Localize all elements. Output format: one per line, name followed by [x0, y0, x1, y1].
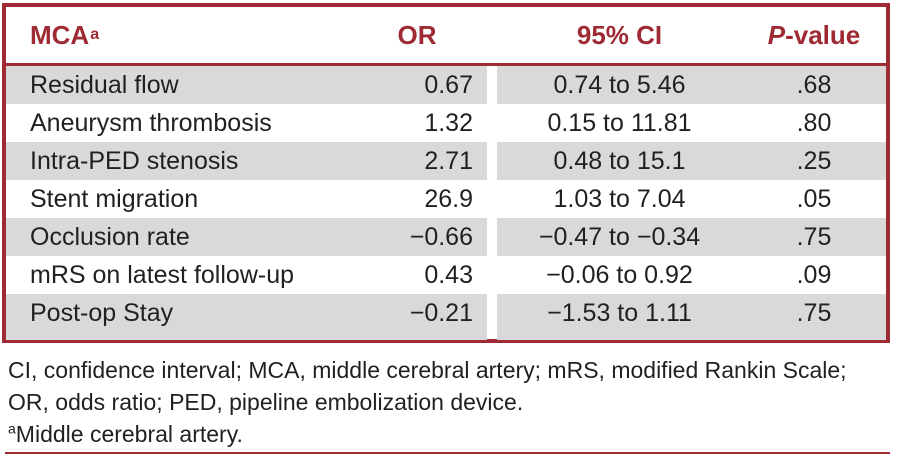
row-right-block: 1.03 to 7.04 .05 — [497, 180, 886, 218]
abbreviations-note: CI, confidence interval; MCA, middle cer… — [8, 357, 847, 415]
or-value: 1.32 — [424, 108, 473, 137]
table-row-aneurysm-thrombosis: Aneurysm thrombosis 1.32 0.15 to 11.81 .… — [6, 104, 886, 142]
p-value: .80 — [796, 108, 832, 137]
p-value: .05 — [796, 184, 832, 213]
row-label: Residual flow — [30, 70, 179, 99]
row-right-block: −0.47 to −0.34 .75 — [497, 218, 886, 256]
row-left-block: Aneurysm thrombosis 1.32 — [6, 104, 487, 142]
header-left-block: MCA a OR — [6, 7, 487, 63]
table-row-residual-flow: Residual flow 0.67 0.74 to 5.46 .68 — [6, 66, 886, 104]
p-value: .25 — [796, 146, 832, 175]
p-value: .09 — [796, 260, 832, 289]
header-mca: MCA a — [30, 19, 100, 50]
header-right-block: 95% CI P -value — [497, 7, 886, 63]
table-row-stent-migration: Stent migration 26.9 1.03 to 7.04 .05 — [6, 180, 886, 218]
or-value: 2.71 — [424, 146, 473, 175]
table-footnotes: CI, confidence interval; MCA, middle cer… — [8, 354, 890, 450]
header-or: OR — [397, 19, 437, 50]
row-left-block: Occlusion rate −0.66 — [6, 218, 487, 256]
ci-value: −1.53 to 1.11 — [547, 298, 692, 327]
column-gutter — [487, 218, 497, 256]
ci-value: 1.03 to 7.04 — [553, 184, 686, 213]
row-label: Post-op Stay — [30, 298, 174, 327]
ci-value: 0.74 to 5.46 — [553, 70, 686, 99]
or-value: −0.21 — [409, 298, 473, 327]
column-gutter — [487, 256, 497, 294]
table-row-occlusion-rate: Occlusion rate −0.66 −0.47 to −0.34 .75 — [6, 218, 886, 256]
row-left-block: mRS on latest follow-up 0.43 — [6, 256, 487, 294]
header-pvalue-p: P — [767, 19, 786, 50]
or-value: 0.43 — [424, 260, 473, 289]
column-gutter — [487, 142, 497, 180]
footnote-a-superscript: a — [8, 420, 16, 437]
or-value: 26.9 — [424, 184, 473, 213]
header-pvalue: P -value — [742, 7, 886, 63]
column-gutter — [487, 294, 497, 340]
p-value: .75 — [796, 298, 832, 327]
table-body: Residual flow 0.67 0.74 to 5.46 .68 Aneu… — [6, 66, 886, 340]
row-left-block: Post-op Stay −0.21 — [6, 294, 487, 340]
row-right-block: 0.15 to 11.81 .80 — [497, 104, 886, 142]
or-value: 0.67 — [424, 70, 473, 99]
or-value: −0.66 — [409, 222, 473, 251]
table-row-mrs-follow-up: mRS on latest follow-up 0.43 −0.06 to 0.… — [6, 256, 886, 294]
bottom-rule — [5, 452, 890, 454]
column-gutter — [487, 104, 497, 142]
row-left-block: Residual flow 0.67 — [6, 66, 487, 104]
header-ci: 95% CI — [576, 19, 663, 50]
row-right-block: −0.06 to 0.92 .09 — [497, 256, 886, 294]
column-gutter — [487, 180, 497, 218]
row-label: Stent migration — [30, 184, 199, 213]
p-value: .75 — [796, 222, 832, 251]
p-value: .68 — [796, 70, 832, 99]
column-gutter — [487, 66, 497, 104]
ci-value: 0.48 to 15.1 — [553, 146, 686, 175]
header-pvalue-rest: -value — [785, 19, 861, 50]
row-right-block: −1.53 to 1.11 .75 — [497, 294, 886, 340]
header-mca-text: MCA — [30, 19, 90, 50]
footnote-a: aMiddle cerebral artery. — [8, 418, 890, 450]
column-gutter — [487, 7, 497, 63]
ci-value: 0.15 to 11.81 — [547, 108, 692, 137]
row-label: Aneurysm thrombosis — [30, 108, 272, 137]
row-label: Intra-PED stenosis — [30, 146, 239, 175]
row-right-block: 0.74 to 5.46 .68 — [497, 66, 886, 104]
table-row-intra-ped-stenosis: Intra-PED stenosis 2.71 0.48 to 15.1 .25 — [6, 142, 886, 180]
footnote-a-text: Middle cerebral artery. — [15, 421, 243, 447]
ci-value: −0.47 to −0.34 — [538, 222, 701, 251]
row-label: Occlusion rate — [30, 222, 190, 251]
row-left-block: Intra-PED stenosis 2.71 — [6, 142, 487, 180]
ci-value: −0.06 to 0.92 — [546, 260, 693, 289]
row-left-block: Stent migration 26.9 — [6, 180, 487, 218]
table-row-post-op-stay: Post-op Stay −0.21 −1.53 to 1.11 .75 — [6, 294, 886, 340]
table-header-row: MCA a OR 95% CI P -value — [6, 7, 886, 66]
row-label: mRS on latest follow-up — [30, 260, 295, 289]
results-table: MCA a OR 95% CI P -value Residual flow 0.6… — [2, 3, 890, 343]
row-right-block: 0.48 to 15.1 .25 — [497, 142, 886, 180]
